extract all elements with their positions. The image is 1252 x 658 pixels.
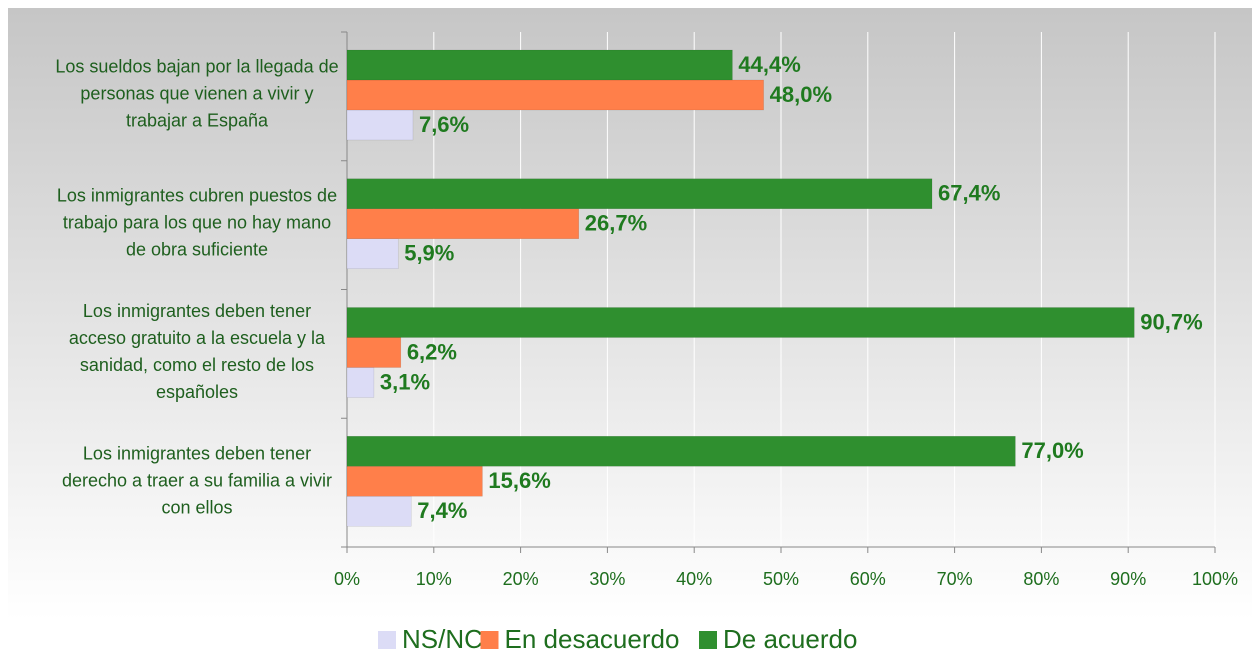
x-tick-label: 40%	[676, 569, 712, 589]
bar	[346, 367, 375, 398]
bar	[346, 307, 1135, 338]
category-label: Los inmigrantes deben tener acceso gratu…	[68, 300, 326, 402]
bar	[346, 466, 483, 497]
data-label: 48,0%	[770, 82, 832, 107]
data-label: 6,2%	[407, 339, 457, 364]
x-tick-label: 80%	[1023, 569, 1059, 589]
bar	[346, 238, 399, 269]
data-label: 3,1%	[380, 369, 430, 394]
legend-swatch	[378, 631, 396, 649]
legend-swatch	[480, 631, 499, 649]
data-label: 26,7%	[585, 211, 647, 236]
legend-label: En desacuerdo	[505, 624, 680, 654]
category-label: Los sueldos bajan por la llegada de pers…	[55, 56, 339, 131]
bar	[346, 109, 414, 141]
x-tick-label: 30%	[589, 569, 625, 589]
bar	[346, 436, 1016, 467]
data-label: 90,7%	[1140, 309, 1202, 334]
legend-swatch	[699, 631, 717, 649]
category-label: Los inmigrantes deben tener derecho a tr…	[61, 443, 333, 518]
data-label: 15,6%	[488, 468, 550, 493]
data-label: 5,9%	[404, 241, 454, 266]
category-label: Los inmigrantes cubren puestos de trabaj…	[56, 185, 338, 260]
x-tick-label: 10%	[416, 569, 452, 589]
x-tick-label: 90%	[1110, 569, 1146, 589]
legend-label: NS/NC	[402, 624, 483, 654]
bar	[346, 208, 580, 239]
data-label: 7,4%	[417, 498, 467, 523]
bar	[346, 79, 764, 111]
legend-label: De acuerdo	[723, 624, 857, 654]
x-tick-label: 70%	[937, 569, 973, 589]
data-label: 77,0%	[1021, 438, 1083, 463]
data-label: 7,6%	[419, 112, 469, 137]
bar	[346, 496, 412, 527]
x-tick-label: 100%	[1192, 569, 1238, 589]
bar	[346, 49, 733, 81]
data-label: 44,4%	[738, 52, 800, 77]
bar	[346, 337, 402, 368]
x-tick-label: 0%	[334, 569, 360, 589]
x-tick-label: 20%	[503, 569, 539, 589]
bar	[346, 178, 933, 209]
x-tick-label: 60%	[850, 569, 886, 589]
data-label: 67,4%	[938, 181, 1000, 206]
x-tick-label: 50%	[763, 569, 799, 589]
